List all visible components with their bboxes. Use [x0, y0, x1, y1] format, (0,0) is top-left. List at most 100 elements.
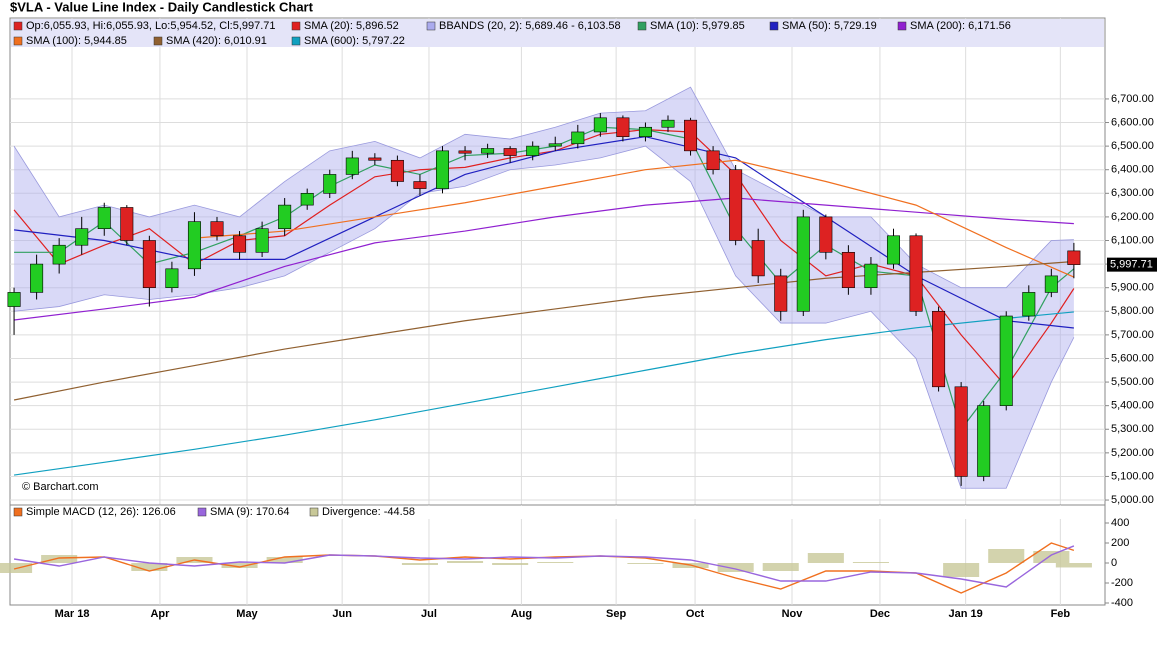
- x-tick-label: Nov: [782, 608, 804, 620]
- y-tick-label: 5,700.00: [1111, 329, 1154, 341]
- candle-body: [368, 157, 382, 161]
- candle-body: [1067, 250, 1081, 265]
- sma-line: [13, 197, 1074, 321]
- divergence-bar: [447, 561, 484, 563]
- y-tick-label: 6,400.00: [1111, 164, 1154, 176]
- bollinger-band: [14, 87, 1074, 489]
- legend-label: SMA (100): 5,944.85: [26, 35, 127, 47]
- legend-label: SMA (200): 6,171.56: [910, 20, 1011, 32]
- candle-body: [210, 221, 224, 237]
- candle-body: [413, 181, 427, 189]
- y-tick-label: 5,100.00: [1111, 470, 1154, 482]
- candle-body: [886, 235, 900, 265]
- candle-body: [1022, 292, 1036, 317]
- divergence-bar: [1055, 563, 1092, 568]
- y-tick-label: 5,200.00: [1111, 447, 1154, 459]
- y-tick-label: 5,500.00: [1111, 376, 1154, 388]
- candle-body: [345, 157, 359, 175]
- y-tick-label: -200: [1111, 577, 1133, 589]
- y-tick-label: 5,300.00: [1111, 423, 1154, 435]
- y-tick-label: 5,900.00: [1111, 282, 1154, 294]
- y-tick-label: 6,300.00: [1111, 187, 1154, 199]
- legend-label: Divergence: -44.58: [322, 506, 415, 518]
- divergence-bar: [988, 549, 1025, 563]
- y-tick-label: 6,600.00: [1111, 116, 1154, 128]
- legend-label: SMA (10): 5,979.85: [650, 20, 745, 32]
- candle-body: [300, 193, 314, 206]
- legend-label: Op:6,055.93, Hi:6,055.93, Lo:5,954.52, C…: [26, 20, 276, 32]
- y-tick-label: 5,400.00: [1111, 400, 1154, 412]
- legend-label: BBANDS (20, 2): 5,689.46 - 6,103.58: [439, 20, 621, 32]
- divergence-bar: [852, 562, 889, 563]
- candle-body: [593, 117, 607, 133]
- x-tick-label: Mar 18: [55, 608, 90, 620]
- candle-body: [278, 204, 292, 230]
- candle-body: [661, 119, 675, 128]
- candle-body: [684, 119, 698, 152]
- candle-body: [819, 216, 833, 253]
- x-tick-label: May: [236, 608, 258, 620]
- legend-box: [11, 19, 1104, 47]
- candle-body: [706, 150, 720, 171]
- y-tick-label: -400: [1111, 597, 1133, 609]
- divergence-bar: [943, 563, 980, 577]
- candle-body: [481, 148, 495, 154]
- candle-body: [120, 207, 134, 241]
- candle-body: [571, 131, 585, 145]
- x-tick-label: Aug: [511, 608, 532, 620]
- candle-body: [165, 268, 179, 288]
- candle-body: [233, 235, 247, 253]
- candle-body: [977, 405, 991, 477]
- candle-body: [97, 207, 111, 230]
- candle-body: [52, 244, 66, 265]
- legend-swatch: [291, 21, 301, 31]
- divergence-bar: [807, 553, 844, 563]
- divergence-bar: [401, 563, 438, 565]
- candle-body: [435, 150, 449, 189]
- y-tick-label: 5,000.00: [1111, 494, 1154, 506]
- y-tick-label: 6,200.00: [1111, 211, 1154, 223]
- candle-body: [729, 169, 743, 241]
- legend-swatch: [13, 21, 23, 31]
- legend-swatch: [637, 21, 647, 31]
- candle-body: [75, 228, 89, 246]
- legend-swatch: [197, 507, 207, 517]
- legend-swatch: [309, 507, 319, 517]
- legend-label: SMA (600): 5,797.22: [304, 35, 405, 47]
- candle-body: [999, 315, 1013, 406]
- divergence-bar: [131, 563, 168, 571]
- x-tick-label: Apr: [150, 608, 170, 620]
- legend-label: SMA (9): 170.64: [210, 506, 290, 518]
- band-lower: [14, 145, 1075, 489]
- divergence-bar: [221, 563, 258, 568]
- price-tag: 5,997.71: [1110, 259, 1153, 271]
- candle-body: [30, 263, 44, 293]
- sma-line: [194, 159, 1075, 278]
- plot-frame: [9, 504, 1106, 606]
- divergence-bar: [537, 562, 574, 563]
- legend-swatch: [769, 21, 779, 31]
- candle-body: [548, 143, 562, 147]
- divergence-bar: [41, 555, 78, 563]
- candle-body: [841, 251, 855, 288]
- legend-swatch: [153, 36, 163, 46]
- y-tick-label: 200: [1111, 537, 1129, 549]
- candle-body: [503, 148, 517, 156]
- candle-body: [458, 150, 472, 154]
- legend-swatch: [13, 36, 23, 46]
- x-tick-label: Dec: [870, 608, 890, 620]
- legend-label: SMA (20): 5,896.52: [304, 20, 399, 32]
- divergence-bar: [762, 563, 799, 571]
- candle-body: [142, 240, 156, 288]
- candle-body: [638, 126, 652, 137]
- y-tick-label: 5,600.00: [1111, 352, 1154, 364]
- candle-body: [932, 310, 946, 388]
- x-tick-label: Sep: [606, 608, 626, 620]
- macd-line: [13, 545, 1075, 588]
- price-tag-box: [1107, 257, 1157, 272]
- sma-line: [13, 311, 1074, 476]
- y-tick-label: 0: [1111, 557, 1117, 569]
- y-tick-label: 6,700.00: [1111, 93, 1154, 105]
- candle-body: [774, 275, 788, 312]
